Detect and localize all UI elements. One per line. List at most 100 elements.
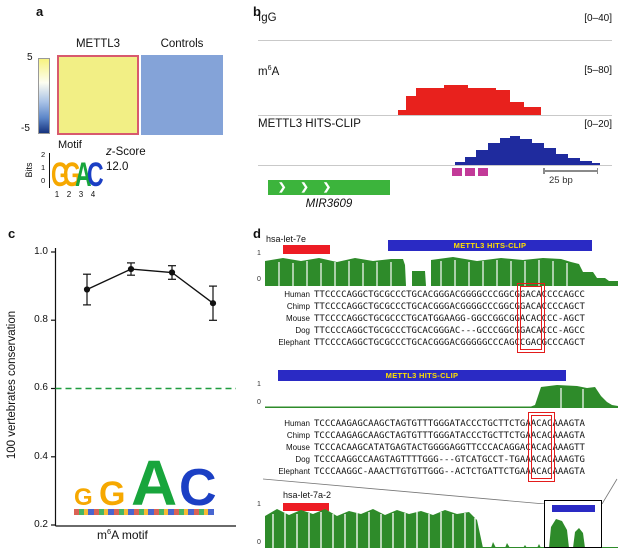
m6a-post: A [271,65,280,78]
heatmap-mettl3-header: METTL3 [75,38,121,50]
seq-post: AAAGTA [552,431,585,441]
alignment-row: Dog TTCCCCAGGCTGCGCCCTGCACGGGAC---GCCCGG… [262,325,618,337]
clip-peak [455,136,600,165]
motif-title: Motif [58,139,82,151]
alignment-row: Elephant TCCCAAGGC-AAACTTGTGTTGGG--ACTCT… [262,466,618,478]
let7a2-label: hsa-let-7a-2 [283,490,332,500]
track-igg-baseline [258,40,612,41]
clip-bar-3 [552,505,595,512]
seq-pre: TTCCCCAGGCTGCGCCCTGCACGGGAC---GCCCGGCG [314,326,520,336]
seq-pre: TCCCAAGAGCAAGCTAGTGTTTGGGATACCCTGCTTCTGA [314,419,531,429]
gene-arrow-icon: ❯ [322,181,332,193]
conservation-y-axis-label: 100 vertebrates conservation [6,310,18,460]
motif-letter-4: C [87,154,104,194]
scale-bar-tick-left [543,168,545,174]
seq-pre: TCCCAAGGCCAAGTAGTTTTGGG---GTCATGCCT-TGAA [314,455,531,465]
alignment-row: Chimp TTCCCCAGGCTGCGCCCTGCACGGGACGGGGCCC… [262,301,618,313]
heatmap-mettl3-cell [57,55,139,135]
zscore-value: 12.0 [106,161,129,173]
motif-logo: G G A C [51,152,104,194]
zscore-label: z-Score [106,146,146,158]
scale-bar-label: 25 bp [549,175,573,186]
sequence: TCCCACAAGCATATGAGTACTGGGGAGGTTCCCACAGGAC… [314,442,585,454]
m6a-peak [398,85,541,115]
seq-pre: TCCCAAGAGCAAGCTAGTGTTTGGGATACCCTGCTTCTGA [314,431,531,441]
ytick-0.2: 0.2 [34,519,48,530]
ytick-1.0: 1.0 [34,246,48,257]
species-label: Dog [295,455,310,464]
track1-axis-max: 1 [257,250,261,257]
track3-axis-min: 0 [257,539,261,546]
m6a-site-marker-3 [478,168,488,176]
seq-pre: TCCCACAAGCATATGAGTACTGGGGAGGTTCCCACAGGAC [314,443,531,453]
m6a-sup: 6 [267,64,272,72]
gene-arrow-icon: ❯ [278,181,287,193]
xlabel-post: A motif [111,528,148,542]
m6a-motif-x-label: m6A motif [97,527,148,542]
sequence: TTCCCCAGGCTGCGCCCTGCACGGGAC---GCCCGGCGGA… [314,325,585,337]
seq-motif: GACA [519,302,542,312]
motif-letter-3: A [75,154,92,194]
bits-tick-1: 1 [41,163,46,172]
clip-coverage-track-1 [265,257,618,286]
alignment-row: Mouse TCCCACAAGCATATGAGTACTGGGGAGGTTCCCA… [262,442,618,454]
track-m6a-range: [5–80] [584,65,612,76]
let7e-mirna-bar [283,245,330,254]
alignment-2: Human TCCCAAGAGCAAGCTAGTGTTTGGGATACCCTGC… [262,412,618,482]
alignment-row: Chimp TCCCAAGAGCAAGCTAGTGTTTGGGATACCCTGC… [262,430,618,442]
sequence: TCCCAAGAGCAAGCTAGTGTTTGGGATACCCTGCTTCTGA… [314,430,585,442]
heatmap-controls-header: Controls [160,38,204,50]
alignment-row: Human TTCCCCAGGCTGCGCCCTGCACGGGACGGGGCCC… [262,289,618,301]
seq-motif: GACA [519,290,542,300]
heatmap-colorbar [38,58,50,134]
motif-pos-4: 4 [90,190,96,199]
m6a-site-marker-2 [465,168,475,176]
sequence: TCCCAAGAGCAAGCTAGTGTTTGGGATACCCTGCTTCTGA… [314,418,585,430]
sequence: TTCCCCAGGCTGCGCCCTGCACGGGACGGGGCCCGGCGGA… [314,301,585,313]
track3-axis-max: 1 [257,501,261,508]
seq-post: AAAGTA [552,419,585,429]
zoom-connector-lines [262,478,618,504]
seq-pre: TTCCCCAGGCTGCGCCCTGCATGGAAGG-GGCCGGCGG [314,314,520,324]
ytick-0.4: 0.4 [34,451,48,462]
bits-axis-label: Bits [24,162,34,178]
seq-pre: TTCCCCAGGCTGCGCCCTGCACGGGACGGGGCCCGGCG [314,290,520,300]
alignment-row: Dog TCCCAAGGCCAAGTAGTTTTGGG---GTCATGCCT-… [262,454,618,466]
track2-axis-max: 1 [257,381,261,388]
seq-pre: TCCCAAGGC-AAACTTGTGTTGGG--ACTCTGATTCTGAA [314,467,531,477]
seq-motif: ACAC [530,467,553,477]
sequence: TTCCCCAGGCTGCGCCCTGCACGGGACGGGGGCCCAGCCG… [314,337,585,349]
let7e-label: hsa-let-7e [266,234,307,244]
seq-motif: ACAC [530,455,553,465]
motif-pos-2: 2 [66,190,72,199]
c-logo-letter-3: A [131,447,178,519]
sequence: TTCCCCAGGCTGCGCCCTGCACGGGACGGGGCCCGGCGGA… [314,289,585,301]
xlabel-pre: m [97,528,107,542]
bits-tick-0: 0 [41,176,46,185]
zscore-rest: -Score [111,146,146,158]
motif-pos-1: 1 [54,190,60,199]
panel-d-label: d [253,226,261,241]
track-m6a-label: m6A [258,64,279,78]
m6a-site-marker-1 [452,168,462,176]
sequence: TTCCCCAGGCTGCGCCCTGCATGGAAGG-GGCCGGCGGAC… [314,313,585,325]
seq-motif: GACA [519,326,542,336]
scale-bar-line [543,170,598,172]
zscore-z: z [106,146,112,158]
ytick-0.8: 0.8 [34,314,48,325]
c-logo-letter-4: C [179,459,217,517]
c-logo-letter-1: G [74,484,93,511]
let7a2-mirna-bar [283,503,329,511]
track-clip-label: METTL3 HITS-CLIP [258,118,361,130]
track-clip-baseline [258,165,612,166]
gene-arrow-icon: ❯ [300,181,309,193]
motif-position-numbers: 1 2 3 4 [51,190,99,199]
track-m6a-baseline [258,115,612,116]
alignment-1: Human TTCCCCAGGCTGCGCCCTGCACGGGACGGGGCCC… [262,283,618,353]
seq-post: CCC-AGCT [541,314,585,324]
mir3609-gene-label: MIR3609 [305,198,353,210]
m6a-pre: m [258,65,268,78]
bits-axis-line [49,153,50,188]
clip-bar-2: METTL3 HITS-CLIP [278,370,566,381]
clip-coverage-track-2 [265,385,618,408]
